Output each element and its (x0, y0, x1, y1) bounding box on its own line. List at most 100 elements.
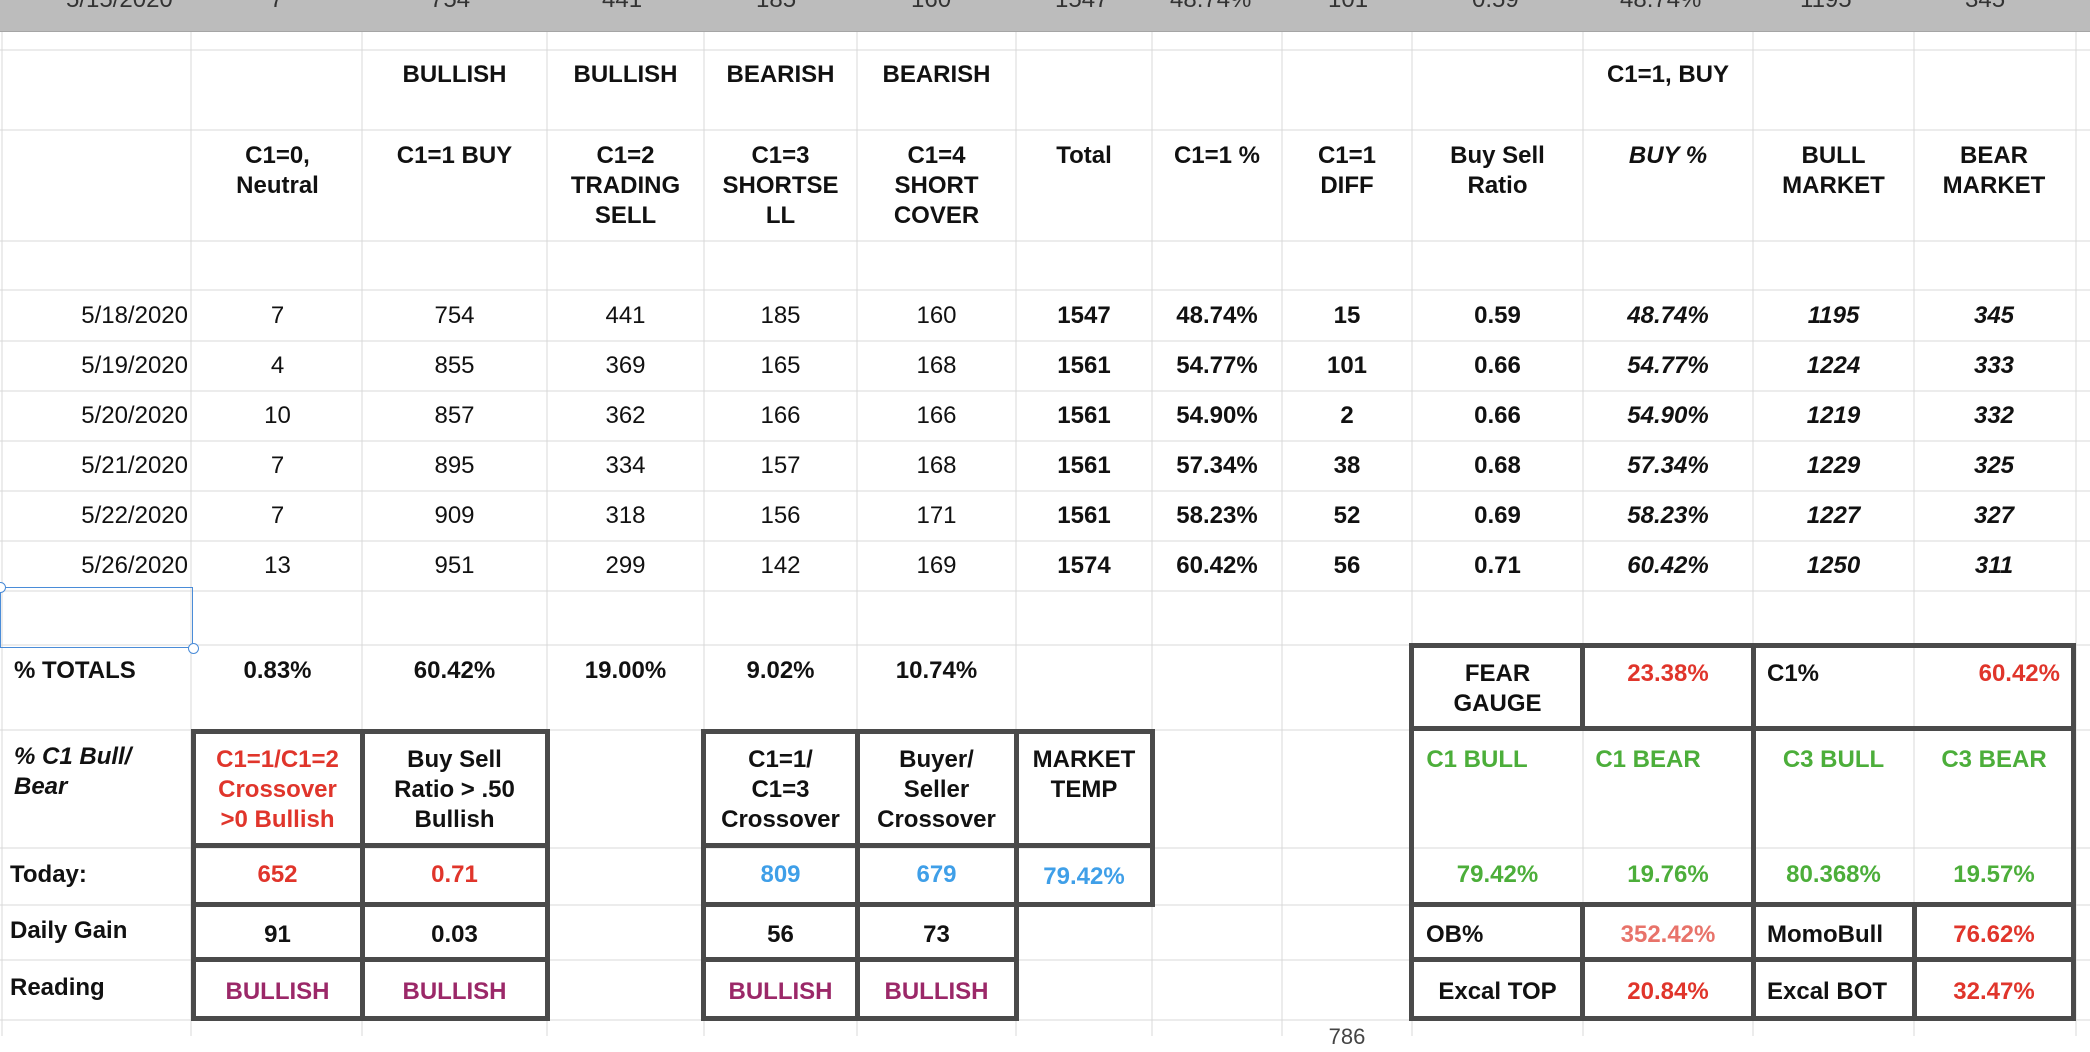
sentiment-bullish-c2: BULLISH (573, 61, 678, 88)
cell-bull: 1195 (1807, 302, 1860, 329)
partial-cell-date: 5/15/2020 (66, 0, 173, 14)
gain-buyer-seller: 73 (923, 921, 950, 948)
cell-bull: 1224 (1806, 352, 1861, 379)
c1-bull-label: C1 BULL (1426, 746, 1528, 773)
excal-top-label: Excal TOP (1438, 978, 1557, 1005)
partial-cell: 48.74% (1620, 0, 1701, 14)
cell-c3: 156 (760, 502, 801, 529)
header-buy: C1=1 BUY (396, 142, 513, 169)
header-c1-pct: C1=1 % (1173, 142, 1261, 169)
cell-total: 1574 (1057, 552, 1111, 579)
selected-cell[interactable] (0, 587, 193, 648)
cell-c1: 754 (434, 302, 475, 329)
cell-date: 5/19/2020 (81, 352, 188, 379)
today-market-temp: 79.42% (1043, 863, 1125, 890)
box-divider (191, 957, 550, 962)
cell-c1-diff: 52 (1333, 502, 1361, 529)
header-neutral: C1=0, Neutral (236, 142, 319, 199)
reading-crossover: BULLISH (225, 978, 330, 1005)
momobull-value: 76.62% (1953, 921, 2035, 948)
partial-cell: 1195 (1800, 0, 1852, 14)
frozen-header-row: 5/15/2020 7 754 441 185 160 1547 48.74% … (0, 0, 2090, 32)
cell-ratio: 0.59 (1474, 302, 1521, 329)
cell-c4: 168 (916, 352, 957, 379)
fear-gauge-label: FEAR GAUGE (1453, 660, 1542, 717)
reading-ratio: BULLISH (402, 978, 507, 1005)
box-divider (1912, 902, 1917, 1021)
daily-gain-label: Daily Gain (10, 917, 128, 944)
header-buy-sell-ratio: Buy Sell Ratio (1450, 142, 1545, 199)
totals-c1: 60.42% (413, 657, 496, 684)
partial-cell: 48.74% (1170, 0, 1251, 14)
sentiment-bearish-c4: BEARISH (882, 61, 991, 88)
cell-c0: 4 (270, 352, 285, 379)
c3-bull-value: 80.368% (1786, 861, 1881, 888)
box-divider (360, 729, 365, 1021)
cell-ratio: 0.71 (1474, 552, 1521, 579)
header-bear-market: BEAR MARKET (1942, 142, 2046, 199)
cell-c0: 7 (270, 502, 285, 529)
box-divider (1409, 726, 2076, 731)
c3-bear-value: 19.57% (1953, 861, 2035, 888)
cell-bull: 1250 (1806, 552, 1861, 579)
c1-pct-label: C1% (1767, 660, 1820, 687)
cell-c2: 318 (605, 502, 646, 529)
c1-bear-label: C1 BEAR (1595, 746, 1701, 773)
cell-c2: 369 (605, 352, 646, 379)
cell-c4: 171 (916, 502, 957, 529)
cell-c4: 168 (916, 452, 957, 479)
partial-cell: 7 (270, 0, 283, 14)
reading-buyer-seller: BULLISH (884, 978, 989, 1005)
partial-cell: 345 (1965, 0, 2005, 14)
cell-date: 5/22/2020 (81, 502, 188, 529)
box-divider (1014, 843, 1155, 848)
cell-c1-pct: 48.74% (1176, 302, 1258, 329)
c1-c3-crossover-label: C1=1/ C1=3 Crossover (721, 746, 840, 833)
c1-bull-value: 79.42% (1456, 861, 1539, 888)
header-bull-market: BULL MARKET (1782, 142, 1885, 199)
cell-c4: 166 (916, 402, 957, 429)
box-divider (1751, 643, 1756, 1021)
cell-buy-pct: 54.77% (1627, 352, 1709, 379)
cell-bull: 1227 (1806, 502, 1861, 529)
crossover-label: C1=1/C1=2 Crossover >0 Bullish (216, 746, 339, 833)
cell-c0: 13 (264, 552, 291, 579)
totals-c3: 9.02% (746, 657, 815, 684)
cell-total: 1561 (1057, 452, 1111, 479)
ratio-bullish-label: Buy Sell Ratio > .50 Bullish (394, 746, 515, 833)
cell-c1-diff: 101 (1326, 352, 1368, 379)
cell-c3: 165 (760, 352, 801, 379)
cell-bull: 1229 (1806, 452, 1861, 479)
cell-c0: 10 (264, 402, 291, 429)
cell-c4: 160 (916, 302, 957, 329)
cell-c1-pct: 60.42% (1176, 552, 1258, 579)
cell-bear: 345 (1973, 302, 2015, 329)
box-divider (855, 729, 860, 1021)
cell-bear: 311 (1974, 552, 2014, 579)
box-divider (191, 843, 550, 848)
cell-c0: 7 (270, 452, 285, 479)
cell-buy-pct: 58.23% (1627, 502, 1709, 529)
fear-gauge-value: 23.38% (1627, 660, 1709, 687)
cell-c2: 362 (605, 402, 646, 429)
cell-total: 1561 (1057, 402, 1111, 429)
cell-date: 5/26/2020 (81, 552, 188, 579)
today-crossover: 652 (257, 861, 298, 888)
totals-c4: 10.74% (895, 657, 978, 684)
selection-handle[interactable] (188, 643, 199, 654)
box-divider (1580, 902, 1585, 1021)
c3-bull-label: C3 BULL (1782, 746, 1885, 773)
excal-bot-value: 32.47% (1953, 978, 2035, 1005)
cell-date: 5/20/2020 (81, 402, 188, 429)
sentiment-bearish-c3: BEARISH (726, 61, 835, 88)
partial-cell: 101 (1328, 0, 1368, 14)
momobull-label: MomoBull (1767, 921, 1883, 948)
partial-cell: 441 (602, 0, 642, 14)
today-label: Today: (10, 861, 87, 888)
cell-c3: 166 (760, 402, 801, 429)
header-c1-diff: C1=1 DIFF (1317, 142, 1377, 199)
sentiment-buy: C1=1, BUY (1606, 61, 1730, 88)
cell-ratio: 0.66 (1474, 352, 1521, 379)
today-c1-c3: 809 (760, 861, 801, 888)
